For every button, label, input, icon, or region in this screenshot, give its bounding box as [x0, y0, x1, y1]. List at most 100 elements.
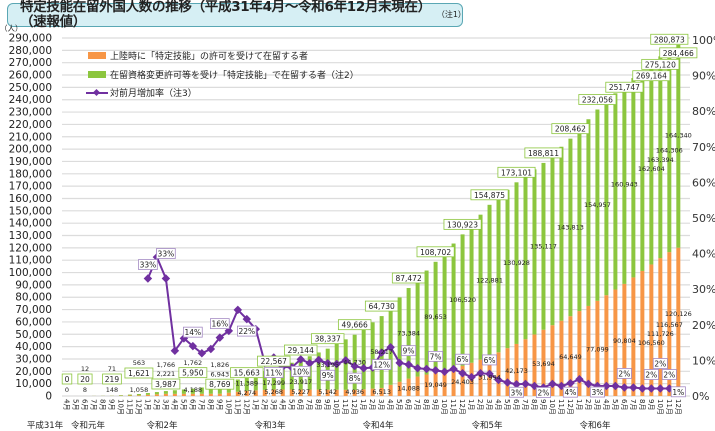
rate-label: 4%	[564, 388, 576, 397]
orange-segment-label: 4,274	[237, 389, 256, 397]
green-segment-label-group: 160,943	[611, 181, 638, 189]
bar-orange	[577, 311, 582, 396]
bar-green	[316, 352, 321, 390]
bar-green	[487, 204, 492, 357]
year-label: 令和6年	[580, 420, 611, 431]
chart-title: 特定技能在留外国人数の推移（平成31年4月～令和6年12月末現在）（速報値）	[20, 0, 425, 30]
total-label-group: 154,875	[470, 189, 509, 201]
bar-orange	[271, 389, 276, 396]
total-label-box	[578, 94, 617, 105]
y-tick-label: 70,000	[15, 304, 52, 316]
rate-point	[296, 355, 305, 364]
total-label-group: 188,811	[524, 147, 563, 159]
bar-green	[406, 288, 411, 379]
x-tick-label: 11月	[341, 399, 349, 415]
bar-green	[397, 297, 402, 382]
y-tick-label: 20,000	[15, 366, 52, 378]
total-label: 173,101	[501, 168, 532, 177]
green-segment-label: 135,117	[530, 242, 557, 250]
bar-orange	[505, 348, 510, 396]
x-tick-label: 1月	[467, 399, 475, 410]
bars	[73, 44, 681, 396]
x-tick-label: 5月	[611, 399, 619, 410]
rate-label: 6%	[457, 355, 469, 364]
orange-segment-label: 106,560	[638, 339, 665, 347]
bar-green	[190, 388, 195, 394]
rate-point	[242, 314, 252, 324]
bar-orange	[433, 372, 438, 396]
rate-label-group: 6%	[482, 354, 498, 366]
rate-label-box	[371, 359, 392, 370]
rate-label-box	[455, 353, 471, 365]
green-segment-label: 33,195	[316, 361, 339, 369]
total-label: 284,466	[663, 49, 694, 58]
y-tick-label: 260,000	[9, 70, 52, 82]
bar-green	[172, 390, 177, 394]
bar-orange	[307, 389, 312, 396]
rate-label-group: 9%	[401, 345, 417, 357]
y-tick-label: 280,000	[9, 45, 52, 57]
bar-orange	[658, 258, 663, 396]
y-tick-label: 110,000	[9, 255, 52, 267]
orange-segment-label: 14,088	[397, 384, 420, 392]
rate-point	[170, 346, 180, 356]
rate-point	[566, 378, 575, 388]
rate-point	[323, 359, 332, 368]
rate-point	[638, 384, 647, 393]
rate-label: 9%	[322, 371, 334, 380]
rate-point	[188, 341, 198, 351]
bar-green	[163, 391, 168, 394]
bar-green	[676, 44, 681, 248]
total-label-box	[337, 319, 372, 331]
bar-orange	[442, 370, 447, 396]
total-label-group: 232,056	[578, 94, 617, 105]
rate-label-box	[347, 372, 363, 384]
x-tick-label: 2月	[152, 399, 160, 410]
orange-segment-label-group: 77,099	[586, 345, 609, 353]
bar-orange	[262, 389, 267, 396]
green-segment-label: 4,188	[184, 386, 203, 394]
bar-orange	[172, 393, 177, 396]
x-tick-label: 8月	[638, 399, 646, 410]
rate-point	[305, 359, 314, 368]
x-tick-label: 6月	[512, 399, 520, 410]
x-tick-label: 11月	[557, 399, 565, 415]
x-tick-label: 10月	[224, 399, 232, 415]
rate-point	[584, 379, 593, 389]
total-label-group: 20	[77, 373, 93, 385]
bar-orange	[586, 305, 591, 396]
orange-segment-label: 4,936	[345, 388, 364, 396]
green-segment-label-group: 6,943	[211, 370, 230, 378]
rate-label: 9%	[403, 347, 415, 356]
total-label: 1,621	[128, 369, 150, 378]
bar-orange	[496, 352, 501, 396]
bar-green	[361, 328, 366, 390]
rate-point	[629, 383, 638, 392]
bar-orange	[631, 277, 636, 396]
year-label: 令和5年	[472, 420, 503, 431]
orange-segment-label: 90,804	[613, 337, 636, 345]
orange-segment-label-group: 42,173	[505, 367, 528, 375]
green-segment-label-group: 17,299	[262, 379, 285, 387]
green-segment-label: 154,957	[584, 201, 611, 209]
orange-segment-label: 12	[81, 365, 89, 373]
rate-point	[161, 274, 171, 283]
total-label: 154,875	[474, 191, 505, 200]
total-label-box	[641, 58, 680, 70]
legend-swatch-orange	[88, 52, 106, 59]
total-label-group: 269,164	[632, 70, 671, 82]
green-segment-label: 58,217	[370, 348, 393, 356]
bar-green	[325, 348, 330, 390]
green-segment-label: 106,520	[449, 296, 476, 304]
bar-green	[451, 243, 456, 369]
year-label: 令和2年	[147, 420, 178, 431]
x-tick-label: 2月	[368, 399, 376, 410]
total-label: 208,462	[555, 125, 586, 134]
green-segment-label-group: 148	[106, 386, 118, 394]
bar-green	[631, 78, 636, 278]
rate-label-box	[508, 386, 524, 398]
green-segment-label-group: 89,653	[424, 313, 447, 321]
bar-green	[550, 154, 555, 326]
bar-orange	[649, 264, 654, 396]
